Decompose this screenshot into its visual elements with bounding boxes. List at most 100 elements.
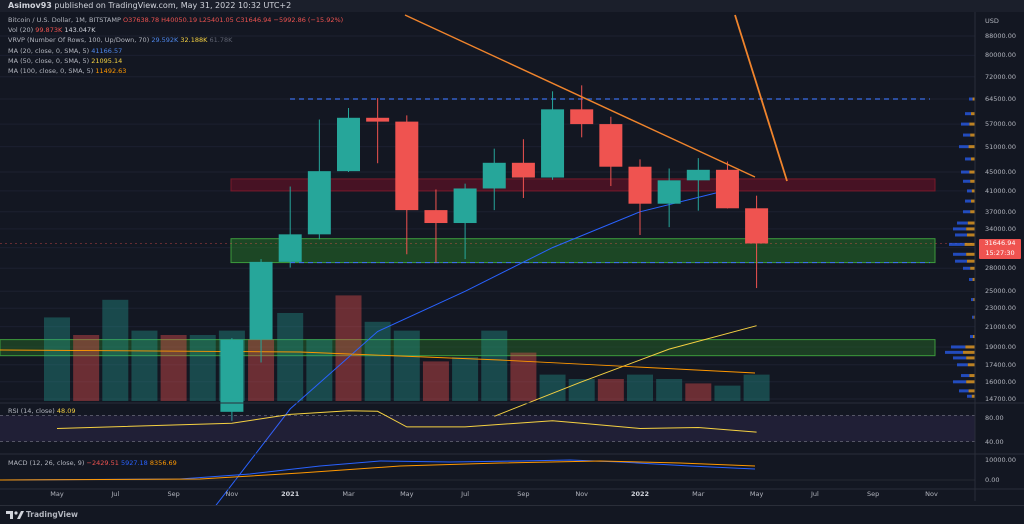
footer: TradingView [0,505,1024,524]
time-tick: 2022 [630,490,650,498]
volume-bar [627,374,653,401]
ohlc-close: C31646.94 [235,16,272,24]
volume-bar [189,335,216,401]
vrvp-legend[interactable]: VRVP (Number Of Rows, 100, Up/Down, 70) … [8,35,343,45]
volume-profile-up [969,97,973,101]
price-tick: 41000.00 [985,186,1017,195]
vrvp-down: 32.188K [180,36,208,45]
price-tick: 25000.00 [985,287,1017,296]
ma100-value: 11492.63 [95,67,127,76]
rsi-tick-80: 80.00 [985,414,1004,422]
rsi-band [0,415,975,442]
ma50-legend[interactable]: MA (50, close, 0, SMA, 5) 21095.14 [8,56,343,66]
rsi-tick-40: 40.00 [985,438,1004,446]
price-tick: 21000.00 [985,322,1017,331]
volume-bar [160,335,187,401]
candle-body [278,234,302,262]
author-name[interactable]: Asimov93 [8,1,52,10]
volume-profile-down [970,210,975,214]
support-zone [230,238,936,264]
time-tick: Mar [692,490,705,498]
price-tick: 51000.00 [985,142,1017,151]
volume-profile-up [953,380,967,384]
volume-profile-up [951,345,966,349]
price-tick: 57000.00 [985,120,1017,129]
ohlc-open: O37638.78 [122,16,160,24]
volume-profile-up [959,389,969,393]
steep-trendline [734,14,788,182]
volume-bar [452,357,479,401]
price-tick: 72000.00 [985,72,1017,81]
volume-profile-up [961,374,970,378]
tradingview-brand[interactable]: TradingView [26,510,78,519]
ohlc-high: H40050.19 [161,16,198,24]
volume-bar [277,313,304,401]
time-tick: Nov [575,490,589,498]
price-tick: 14700.00 [985,395,1017,403]
candle-body [220,339,244,412]
rsi-value: 48.09 [56,407,76,415]
volume-profile-down [973,315,975,319]
rsi-legend[interactable]: RSI (14, close) 48.09 [8,407,76,415]
descending-trendline [404,14,756,178]
time-tick: May [400,490,414,498]
ma50-label: MA (50, close, 0, SMA, 5) [8,56,90,65]
volume-bar [131,330,158,401]
time-tick: Sep [517,490,530,498]
volume-profile-up [967,394,972,398]
price-axis[interactable]: 88000.00 80000.00 72000.00 64500.00 57000.00… [975,12,1024,489]
candle-body [249,261,273,340]
price-tick: 34000.00 [985,224,1017,233]
time-tick: May [50,490,64,498]
candle-body [307,171,331,235]
volume-profile-up [961,170,970,174]
ma100-legend[interactable]: MA (100, close, 0, SMA, 5) 11492.63 [8,66,343,76]
volume-profile-down [972,277,975,281]
candle-body [686,169,710,181]
ohlc-change: −5992.86 (−15.92%) [273,16,344,24]
volume-profile-down [967,221,975,225]
candle-body [599,124,623,167]
candle-body [482,162,506,189]
price-tick: 28000.00 [985,264,1017,273]
currency-label: USD [985,17,999,25]
volume-bar [743,374,770,401]
rsi-label: RSI (14, close) [8,407,55,415]
macd-legend[interactable]: MACD (12, 26, close, 9) −2429.51 5927.18… [8,459,177,467]
time-tick: Mar [342,490,355,498]
macd-tick-0: 0.00 [985,476,1000,484]
time-tick: Jul [111,490,120,498]
volume-profile-down [968,145,975,149]
volume-profile-down [969,170,975,174]
vol-label: Vol (20) [8,26,34,35]
time-tick: Sep [167,490,180,498]
volume-profile-up [953,252,967,256]
volume-bar [714,385,741,401]
macd-tick-10000: 10000.00 [985,456,1017,464]
vrvp-up: 29.592K [151,36,179,45]
volume-bar [44,317,70,401]
time-tick: Jul [810,490,819,498]
volume-profile-up [953,356,967,360]
symbol-row[interactable]: Bitcoin / U.S. Dollar, 1M, BITSTAMP O376… [8,15,343,25]
candles [220,85,769,421]
volume-legend[interactable]: Vol (20) 99.873K 143.047K [8,25,343,35]
tradingview-logo-icon[interactable] [6,510,24,520]
ma100-line [0,349,756,374]
volume-profile-up [963,133,971,137]
macd-line [0,459,756,481]
volume-bar [73,335,100,401]
candle-body [745,208,769,244]
macd-line-value: 5927.18 [120,459,148,467]
bar-countdown: 15:27:30 [985,248,1015,257]
candle-body [715,169,739,209]
candle-body [628,166,652,204]
volume-profile-up [949,242,965,246]
price-tick: 88000.00 [985,32,1017,40]
volume-profile-up [965,199,971,203]
time-axis[interactable]: May Jul Sep Nov 2021 Mar May Jul Sep Nov 2022 Mar Ma… [0,489,975,501]
time-tick: Nov [925,490,938,498]
ma20-legend[interactable]: MA (20, close, 0, SMA, 5) 41166.57 [8,46,343,56]
publish-header: Asimov93 published on TradingView.com, M… [0,0,1024,12]
